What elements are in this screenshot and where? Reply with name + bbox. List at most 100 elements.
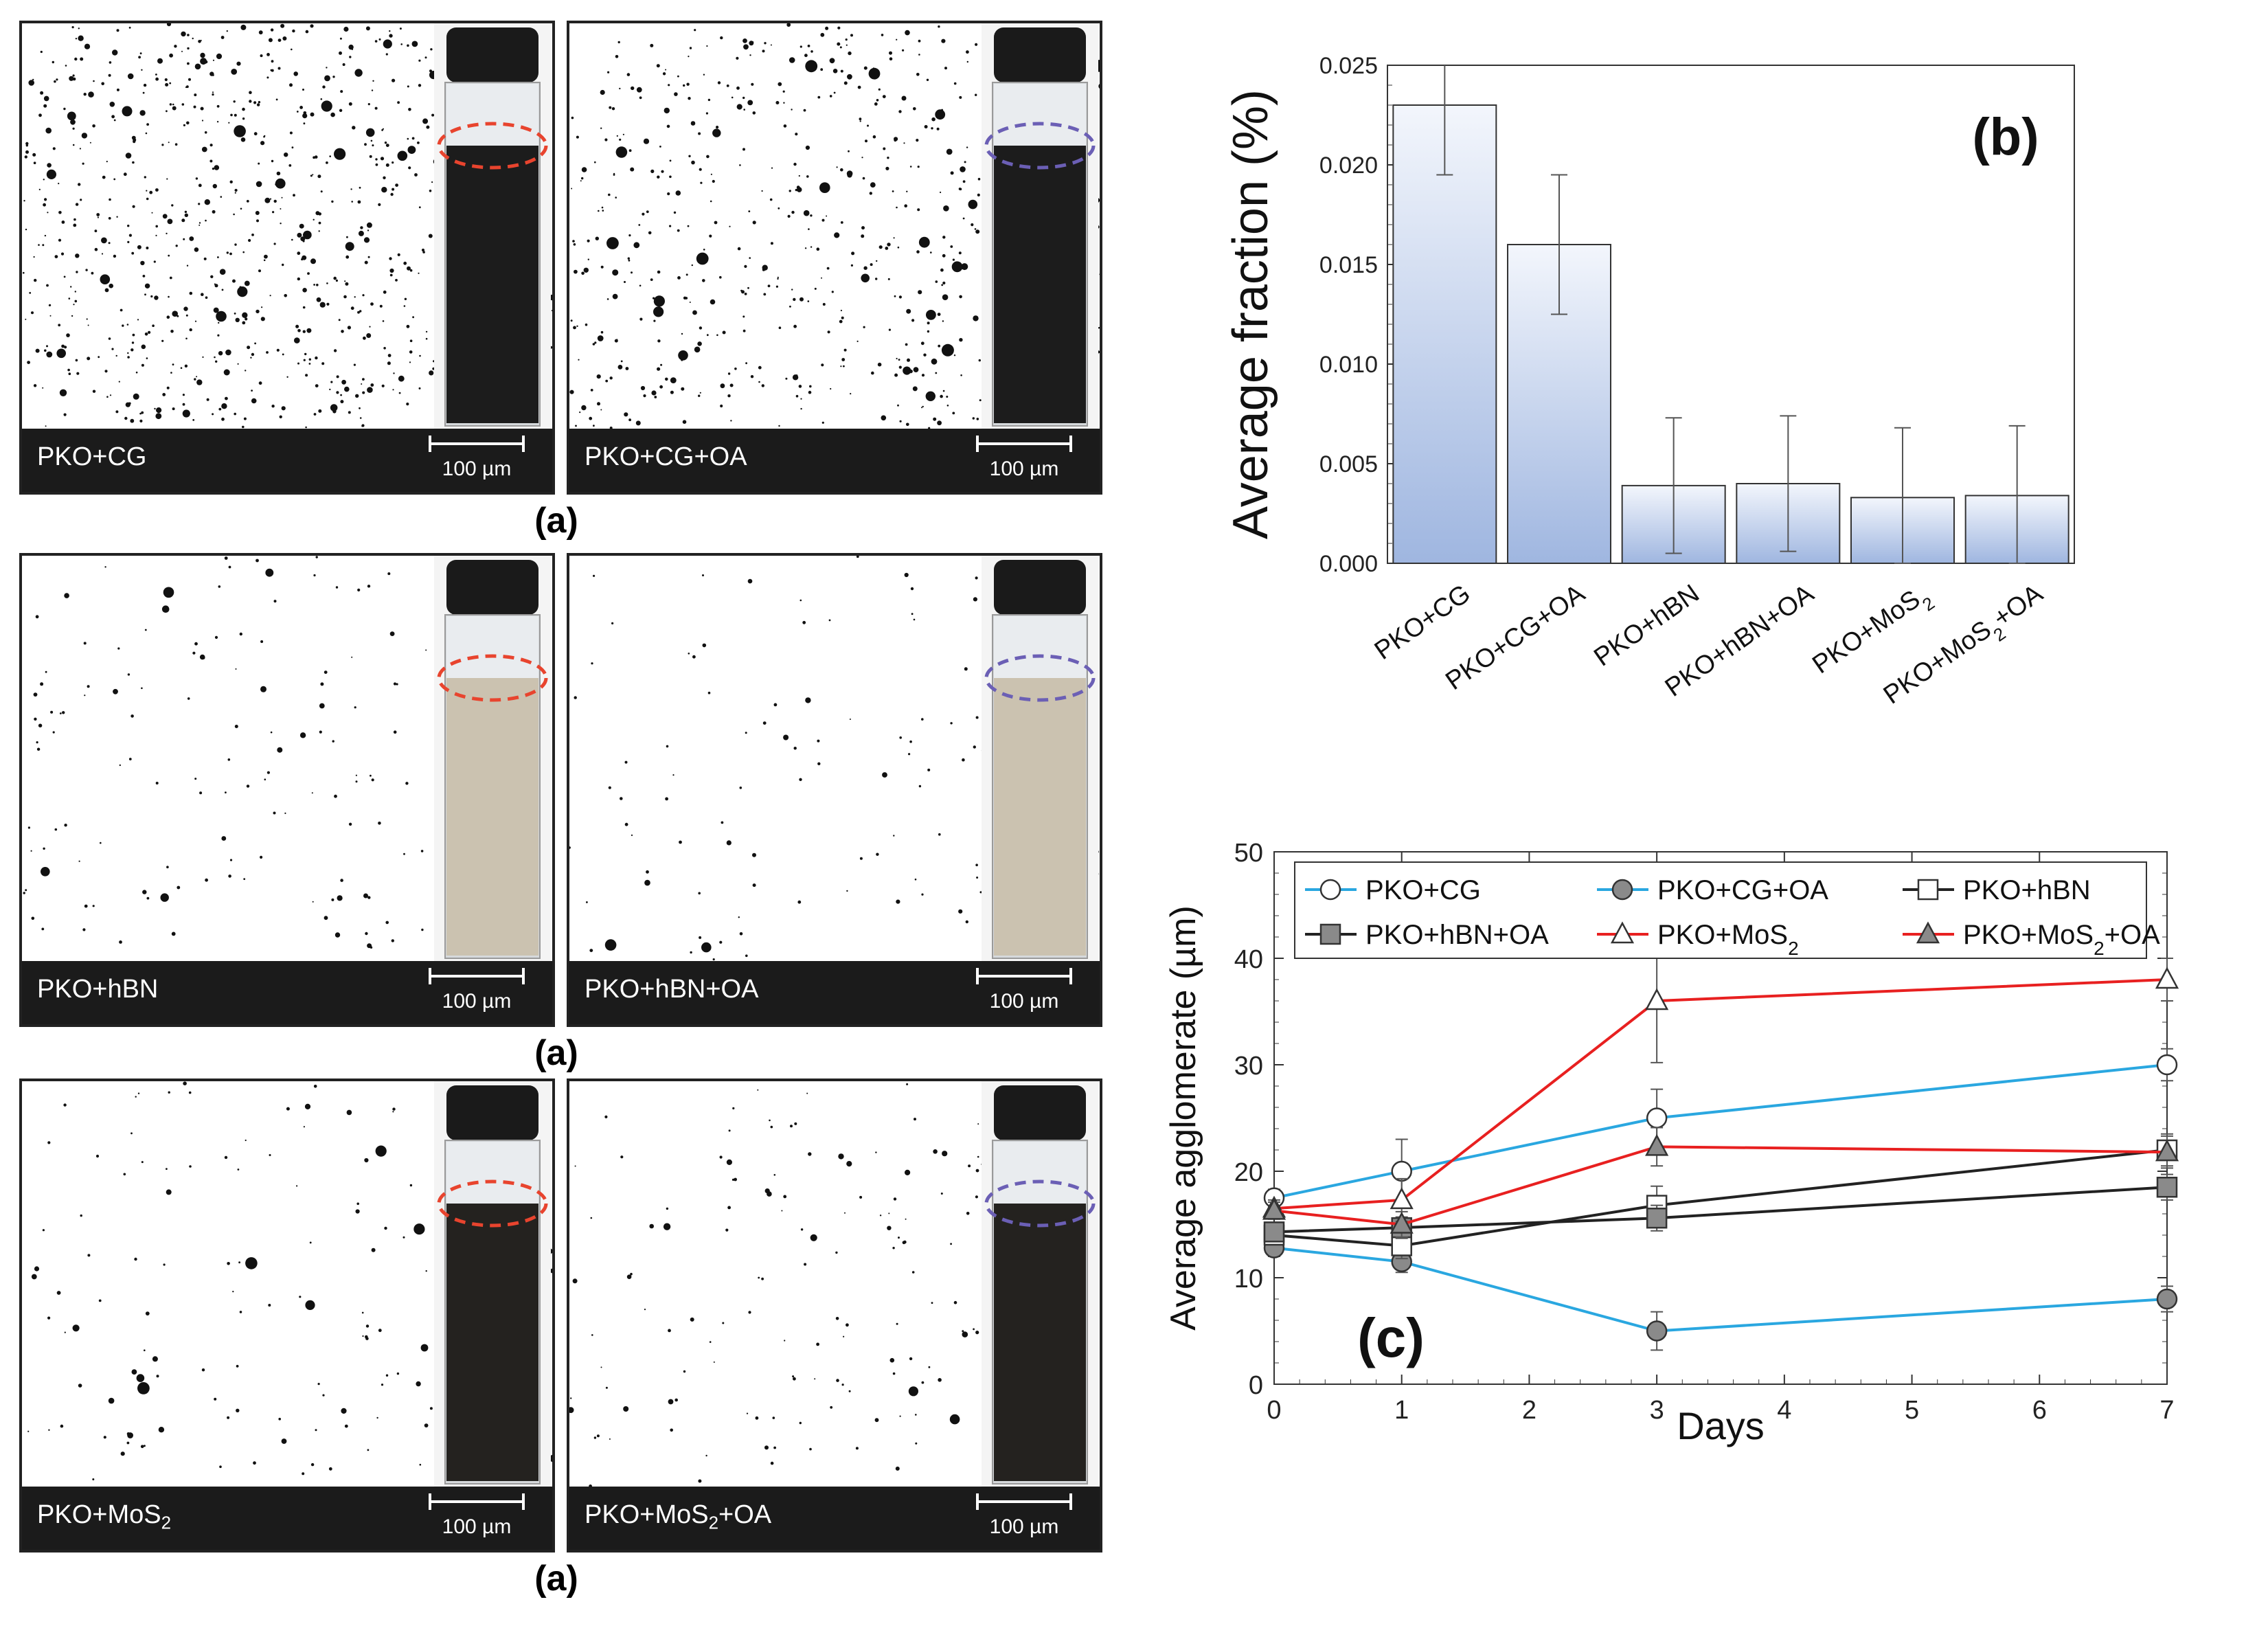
particle [570,319,573,322]
particle [302,288,307,293]
particle [596,1434,600,1438]
particle [348,411,351,414]
particle [93,80,95,82]
particle [214,165,220,170]
particle [850,264,853,267]
particle [804,247,807,249]
particle [144,332,148,336]
particle [810,1234,817,1241]
particle [201,120,204,122]
particle [131,714,134,718]
particle [226,30,228,32]
particle [762,721,767,725]
particle [916,73,920,76]
particle [586,901,588,903]
particle [807,300,810,302]
particle [585,323,588,326]
particle [653,306,664,317]
particle [428,234,433,238]
particle [67,368,70,372]
sediment-ring [437,654,548,702]
particle [855,1447,859,1450]
particle [371,1247,376,1252]
particle [171,931,176,936]
particle [593,574,596,577]
particle [123,172,127,177]
particle [109,283,113,289]
scale-label: 100 µm [442,990,512,1013]
particle [901,95,907,101]
particle [296,111,299,113]
particle [315,384,319,387]
particle [600,89,605,95]
particle [909,166,912,168]
particle [399,27,402,30]
particle [54,255,58,258]
particle [631,834,633,836]
particle [315,356,318,360]
particle [58,211,62,214]
particle [264,254,268,259]
particle [131,348,134,352]
particle [166,178,168,180]
particle [146,190,148,192]
particle [137,1382,150,1394]
particle [709,1341,712,1343]
particle [783,124,787,128]
particle [709,234,712,238]
particle [155,77,159,81]
particle [365,1337,369,1340]
particle [214,1397,217,1401]
particle [906,190,908,192]
particle [569,389,574,394]
particle [194,63,201,70]
particle [113,119,116,122]
particle [139,419,143,423]
particle [163,1263,166,1266]
particle [25,144,28,147]
particle [721,821,724,824]
particle [913,618,916,621]
particle [45,670,47,673]
scale-label: 100 µm [989,1515,1059,1538]
particle [160,893,169,902]
particle [186,121,190,125]
marker-circle [2156,1054,2178,1076]
particle [33,692,38,697]
particle [183,1081,187,1085]
vial-headspace [446,84,538,149]
particle [644,1309,646,1311]
particle [73,304,75,306]
particle [802,620,806,624]
particle [951,261,963,273]
particle [624,822,628,826]
particle [277,67,281,70]
particle [313,413,317,416]
particle [906,1083,909,1085]
particle [128,758,132,760]
particle [339,109,343,112]
particle [933,417,937,421]
particle [392,161,394,164]
particle [231,69,238,75]
particle [187,34,190,36]
particle [187,697,190,700]
particle [212,59,215,61]
particle [249,91,252,94]
particle [180,367,183,369]
particle [313,284,315,286]
particle [639,317,643,321]
particle [326,161,328,164]
particle [678,350,688,361]
particle [242,312,248,318]
particle [843,81,848,85]
particle [306,328,312,333]
particle [135,371,138,374]
particle [962,1330,964,1333]
particle [226,251,229,254]
particle [878,245,883,249]
particle [395,183,398,187]
particle [165,82,169,87]
particle [308,363,311,365]
